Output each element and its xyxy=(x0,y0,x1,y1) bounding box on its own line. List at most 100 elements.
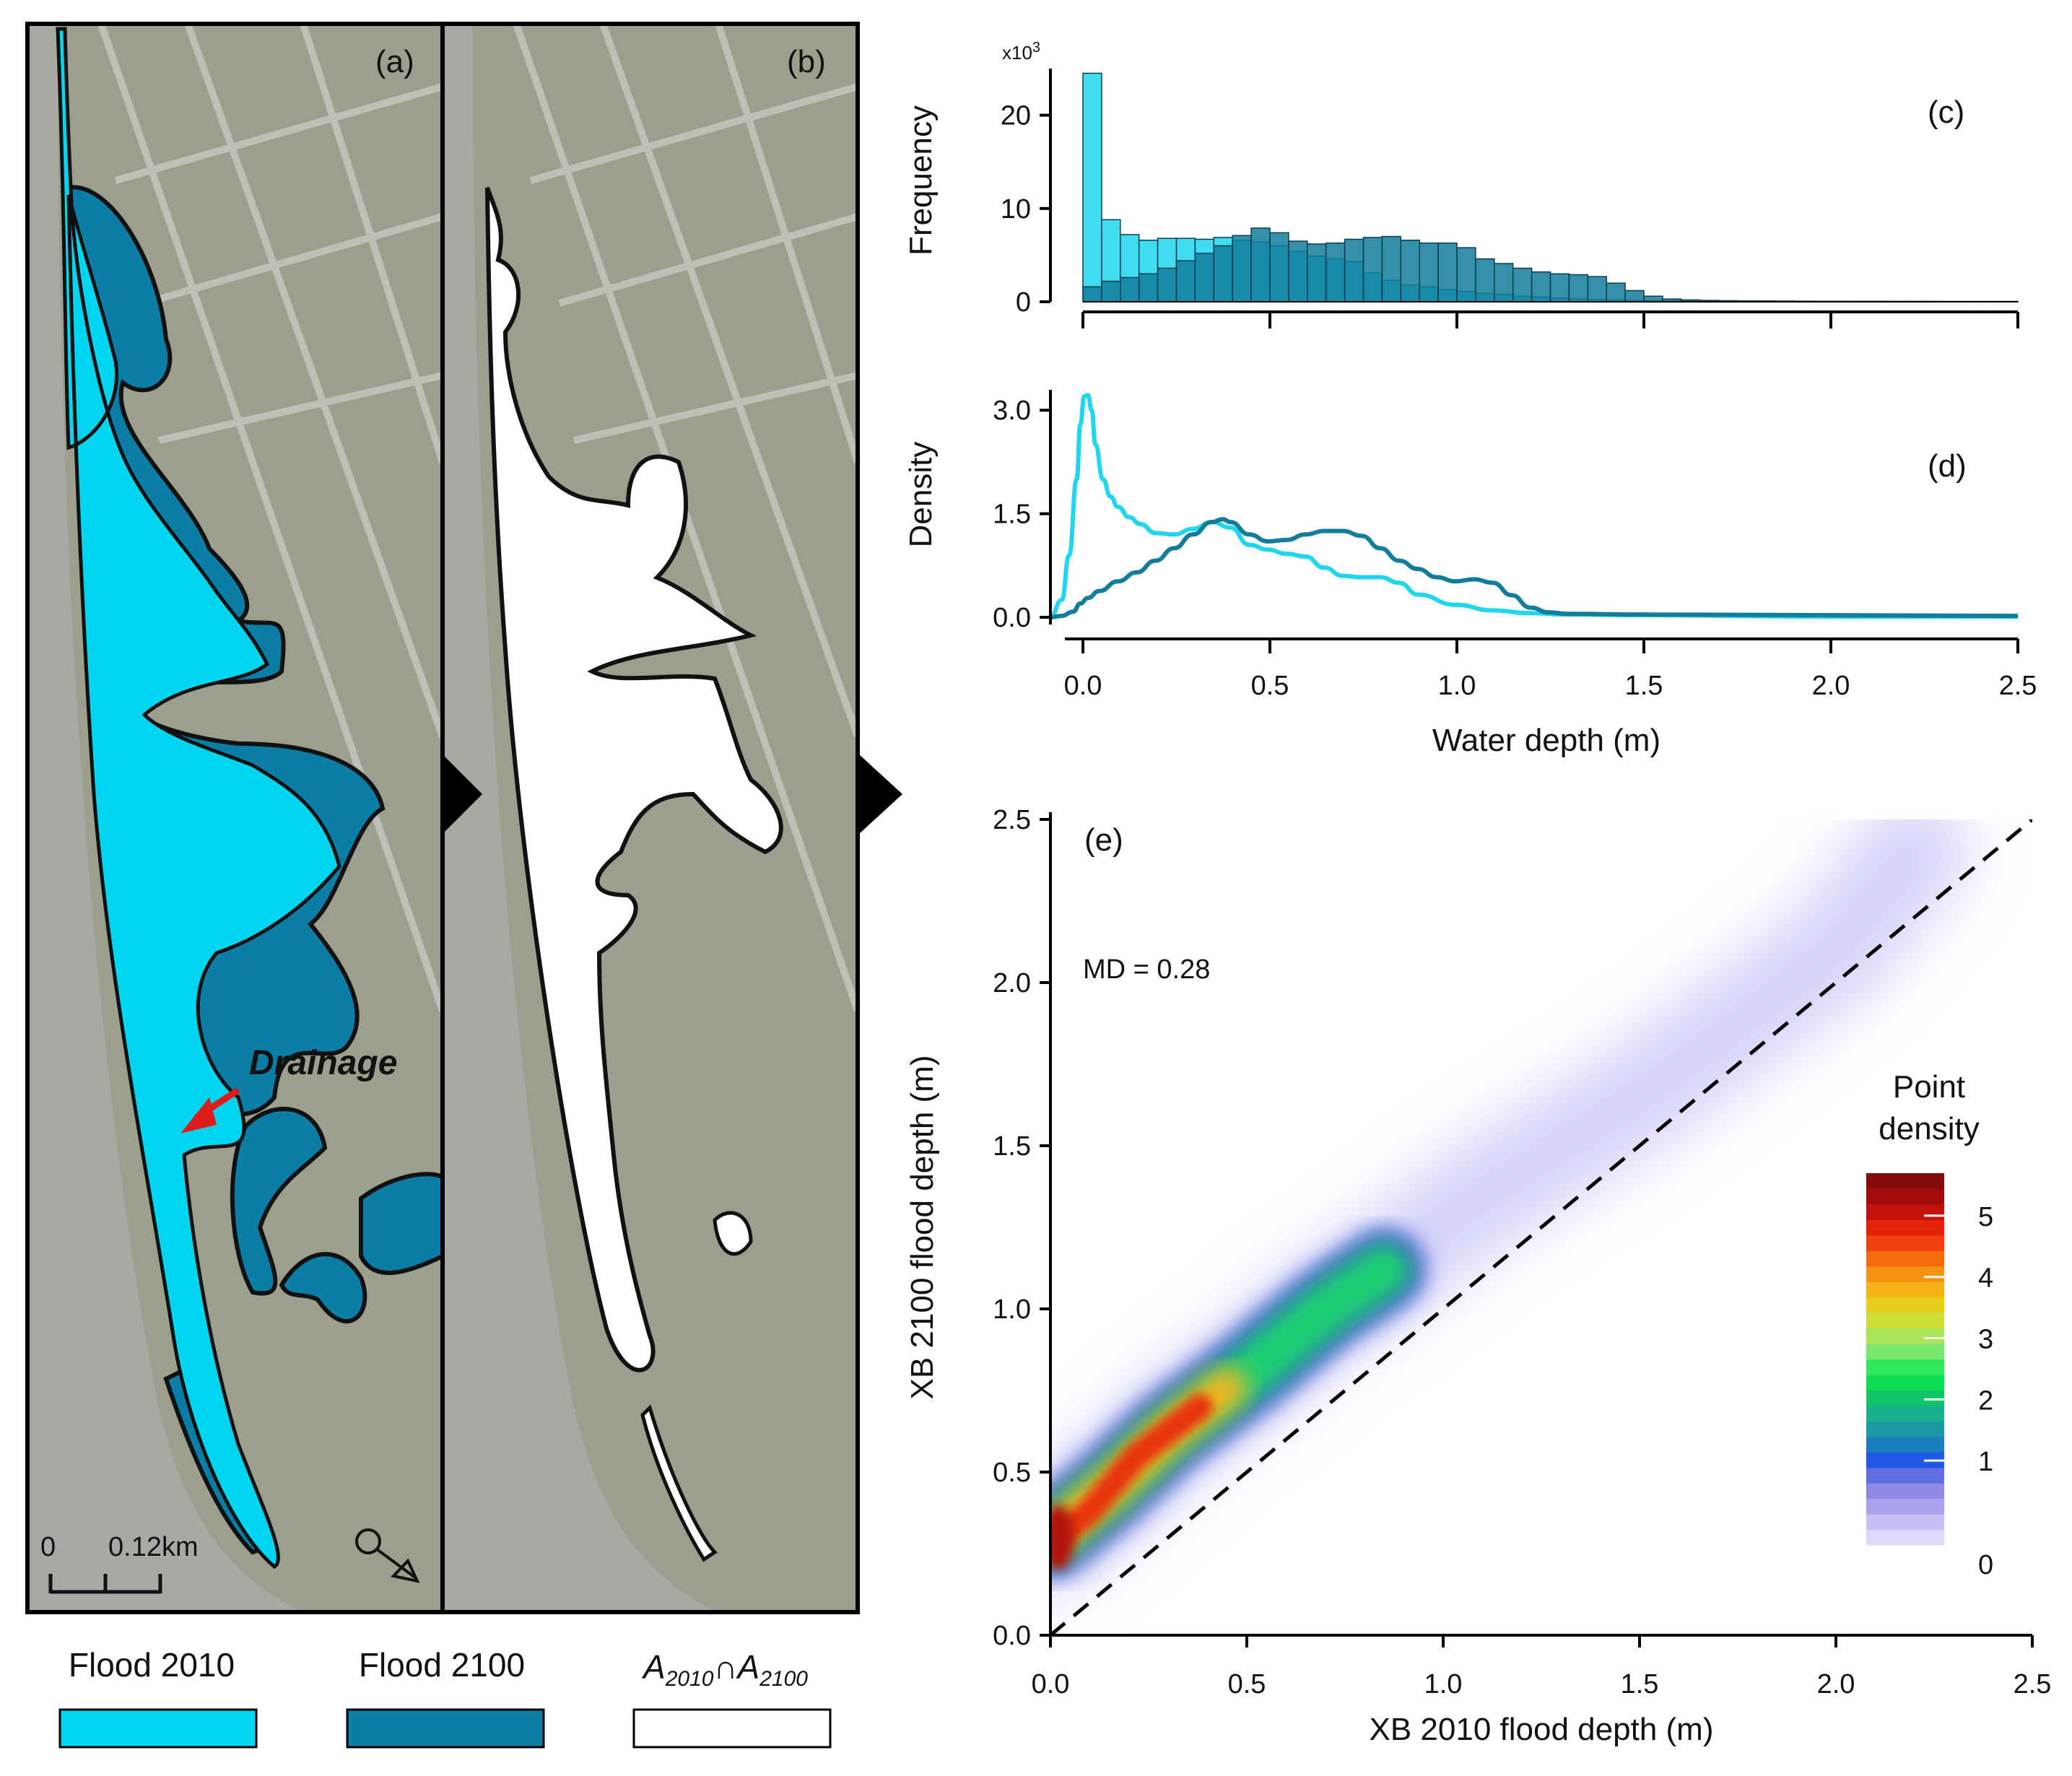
colorbar-step xyxy=(1866,1529,1944,1546)
heat-y-tick-label: 0.0 xyxy=(993,1621,1031,1651)
colorbar-step xyxy=(1866,1467,1944,1484)
density-y-label: Density xyxy=(903,442,939,548)
heat-x-tick-label: 1.0 xyxy=(1424,1669,1463,1699)
colorbar-step xyxy=(1866,1405,1944,1422)
colorbar-tick-label: 5 xyxy=(1978,1202,1993,1232)
legend-swatch-flood-2010 xyxy=(58,1708,258,1749)
colorbar-tick-label: 4 xyxy=(1978,1263,1993,1294)
density-y-tick-label: 1.5 xyxy=(993,500,1031,530)
panel-label-e: (e) xyxy=(1084,822,1123,858)
heat-x-tick-label: 0.0 xyxy=(1032,1669,1070,1699)
hist-bar-2100 xyxy=(1213,245,1233,302)
hist-y-label: Frequency xyxy=(903,105,939,256)
overlap-pond xyxy=(713,1211,753,1256)
colorbar-step xyxy=(1866,1374,1944,1391)
density-x-tick-label: 0.5 xyxy=(1251,671,1289,701)
hist-bar-2100 xyxy=(1475,258,1495,302)
hist-bar-2100 xyxy=(1549,273,1570,302)
density-x-tick-label: 0.0 xyxy=(1064,671,1102,701)
heat-y-tick-label: 1.0 xyxy=(993,1294,1031,1325)
hist-bar-2100 xyxy=(1400,239,1420,302)
legend-label-flood-2010: Flood 2010 xyxy=(69,1646,235,1684)
hist-bar-2100 xyxy=(1568,274,1589,302)
colorbar-step xyxy=(1866,1297,1944,1313)
map-panel-b: (b) xyxy=(443,22,861,1612)
legend-swatch-flood-2100 xyxy=(346,1708,545,1749)
hist-bar-2100 xyxy=(1288,240,1308,302)
colorbar-step xyxy=(1866,1452,1944,1468)
colorbar-tick-label: 1 xyxy=(1978,1447,1993,1477)
hist-bar-2100 xyxy=(1531,271,1551,302)
density-x-tick-label: 2.5 xyxy=(1999,671,2037,701)
colorbar-step xyxy=(1866,1281,1944,1298)
legend-label-flood-2100: Flood 2100 xyxy=(359,1646,525,1684)
hist-bar-2100 xyxy=(1269,232,1289,302)
colorbar-tick-label: 2 xyxy=(1978,1385,1993,1416)
heat-ticks: 0.0 0.5 1.0 1.5 2.0 2.5 0.0 0.5 1.0 1.5 2.0 2.5 xyxy=(993,805,2051,1699)
water-channel-b xyxy=(443,24,718,1612)
panel-label-c: (c) xyxy=(1928,95,1964,130)
colorbar-step xyxy=(1866,1436,1944,1453)
heat-x-tick-label: 2.5 xyxy=(2014,1669,2052,1699)
hist-bar-2100 xyxy=(1362,237,1383,302)
hist-bar-2100 xyxy=(1101,280,1121,302)
density-x-tick-label: 2.0 xyxy=(1812,671,1850,701)
heat-x-tick-label: 0.5 xyxy=(1228,1669,1266,1699)
hist-bar-2100 xyxy=(1325,242,1346,302)
density-x-label: Water depth (m) xyxy=(1432,723,1660,758)
density-line-2100 xyxy=(1050,517,2019,619)
colorbar-step xyxy=(1866,1203,1944,1220)
hist-bar-2100 xyxy=(1250,227,1271,302)
colorbar-title-1: Point xyxy=(1893,1069,1965,1105)
heat-y-tick-label: 1.5 xyxy=(993,1131,1031,1162)
drainage-label: Drainage xyxy=(249,1044,397,1082)
histogram-c xyxy=(1082,72,2019,302)
north-arrow-icon xyxy=(355,1528,420,1583)
hist-bar-2100 xyxy=(1587,276,1607,302)
hist-bar-2100 xyxy=(1643,295,1663,302)
density-ticks: 0.0 1.5 3.0 0.0 0.5 1.0 1.5 2.0 2.5 xyxy=(993,396,2037,701)
hist-ticks: 0 10 20 xyxy=(1001,101,2019,328)
hist-bar-2100 xyxy=(1082,286,1102,302)
colorbar-ticks: 0 1 2 3 4 5 xyxy=(1924,1202,1993,1580)
hist-bar-2100 xyxy=(1344,238,1364,302)
hist-bar-2100 xyxy=(1624,290,1645,302)
hist-bar-2100 xyxy=(1381,235,1402,302)
colorbar-title-2: density xyxy=(1879,1111,1979,1146)
scale-end-label: 0.12km xyxy=(108,1532,199,1562)
colorbar-step xyxy=(1866,1390,1944,1406)
hist-bar-2100 xyxy=(1194,253,1215,302)
colorbar-step xyxy=(1866,1344,1944,1360)
heat-x-tick-label: 1.5 xyxy=(1621,1669,1659,1699)
panel-label-a: (a) xyxy=(375,44,414,79)
colorbar-step xyxy=(1866,1498,1944,1515)
density-x-tick-label: 1.5 xyxy=(1625,671,1663,701)
colorbar-tick-label: 3 xyxy=(1978,1325,1993,1355)
scale-start-label: 0 xyxy=(40,1532,56,1562)
hist-bar-2100 xyxy=(1157,267,1178,302)
roads-a xyxy=(97,22,446,1012)
md-annotation: MD = 0.28 xyxy=(1083,954,1210,985)
colorbar-tick-label: 0 xyxy=(1978,1550,1993,1580)
legend-swatch-overlap xyxy=(632,1708,832,1749)
transition-arrow-icon-2 xyxy=(859,754,902,834)
hist-bar-2100 xyxy=(1232,235,1252,302)
legend-label-overlap: A2010∩A2100 xyxy=(641,1648,808,1691)
hist-bar-2100 xyxy=(1419,242,1439,302)
heat-y-tick-label: 0.5 xyxy=(993,1458,1031,1488)
transition-arrow-icon xyxy=(443,754,482,834)
colorbar-step xyxy=(1866,1359,1944,1375)
colorbar-step xyxy=(1866,1173,1944,1190)
colorbar-step xyxy=(1866,1250,1944,1267)
density-line-2010 xyxy=(1049,393,2018,619)
hist-bar-2100 xyxy=(1138,273,1159,302)
colorbar-step xyxy=(1866,1219,1944,1236)
hist-exponent: x103 xyxy=(1002,40,1040,64)
scale-bar xyxy=(48,1574,162,1594)
colorbar xyxy=(1866,1173,1944,1546)
heat-y-tick-label: 2.5 xyxy=(993,805,1031,835)
panel-label-d: (d) xyxy=(1928,448,1967,484)
water-channel-a xyxy=(27,24,303,1612)
colorbar-step xyxy=(1866,1188,1944,1205)
